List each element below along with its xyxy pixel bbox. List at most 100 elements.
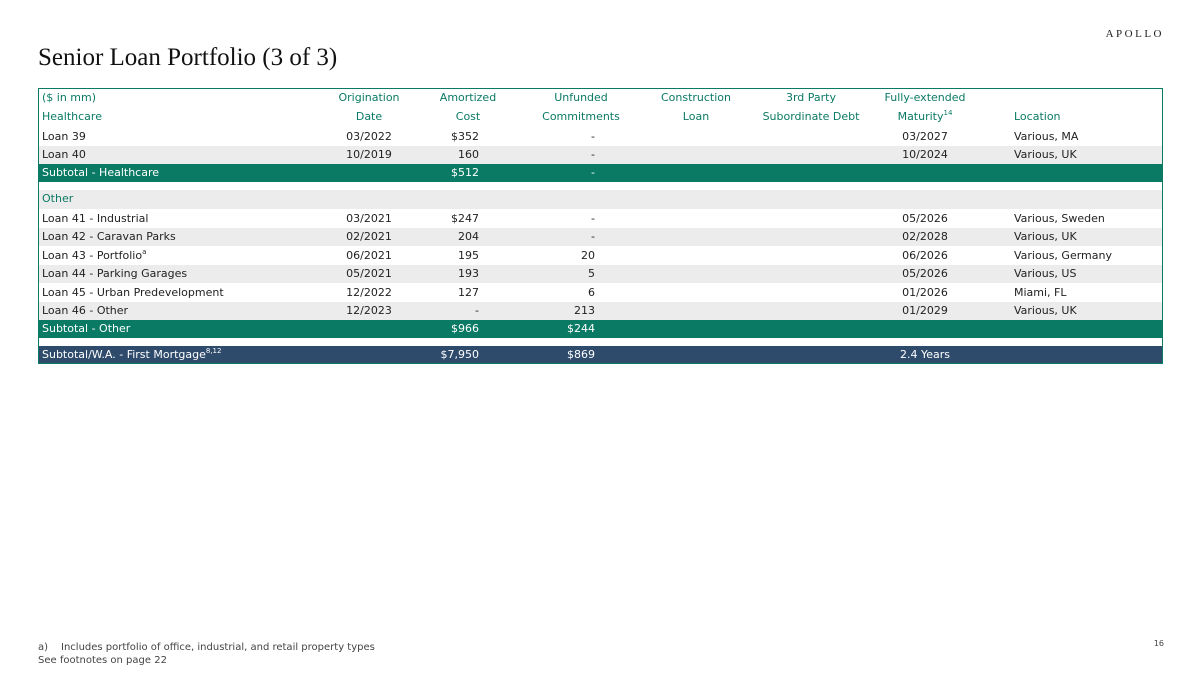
cell-text: 01/2026 [902, 285, 948, 299]
page-number: 16 [1153, 639, 1164, 648]
cell: 05/2026 [825, 265, 1025, 283]
cell-text: Location [1014, 109, 1061, 123]
cell: Various, UK [1014, 228, 1077, 246]
cell: Other [42, 190, 73, 208]
cell: - [591, 228, 595, 246]
cell-text: 05/2021 [346, 267, 392, 280]
cell: Cost [368, 108, 568, 126]
cell: Various, US [1014, 265, 1076, 283]
cell: 3rd Party [711, 89, 911, 107]
cell-text: Date [355, 109, 383, 123]
cell: Various, UK [1014, 146, 1077, 164]
table: ($ in mm) Origination Amortized Unfunded Con… [38, 88, 1163, 364]
data-row: Loan 39 03/2022 $352 - 03/2027 Various, MA [39, 126, 1162, 146]
cell: Maturity14 [825, 108, 1025, 126]
cell: Subtotal - Healthcare [42, 164, 159, 182]
cell-text: Other [42, 192, 74, 205]
cell: 03/2022 [269, 128, 469, 146]
cell: 02/2028 [825, 228, 1025, 246]
cell: - [591, 128, 595, 146]
cell-text: $869 [567, 348, 595, 361]
cell: Subordinate Debt [711, 108, 911, 126]
cell-text: 195 [458, 248, 479, 262]
cell-text: - [591, 165, 595, 179]
cell-text: - [475, 304, 479, 317]
header-row: ($ in mm) Origination Amortized Unfunded Con… [39, 89, 1162, 108]
cell: 5 [588, 265, 595, 283]
cell: 213 [574, 302, 595, 320]
cell: Origination [269, 89, 469, 107]
cell-text: Loan 39 [42, 129, 86, 143]
cell-text: 193 [458, 267, 479, 280]
cell: Loan 46 - Other [42, 302, 128, 320]
cell-text: $247 [451, 211, 479, 225]
cell-text: 06/2021 [346, 248, 392, 262]
cell-text: 5 [588, 267, 595, 280]
cell-text: 6 [588, 285, 595, 299]
cell-text: 3rd Party [785, 91, 837, 104]
cell-text: Loan [682, 109, 710, 123]
header-row: Date Cost Commitments Loan Subordinate Debt M… [39, 107, 1162, 127]
cell: 12/2023 [269, 302, 469, 320]
cell-text: $966 [451, 321, 479, 335]
cell-text: Loan 43 - Portfolio [42, 248, 143, 262]
cell-text: - [591, 211, 595, 225]
cell-text: 160 [458, 148, 479, 161]
cell: Loan 44 - Parking Garages [42, 265, 187, 283]
cell-text: $352 [451, 129, 479, 143]
data-row: Loan 41 - Industrial 03/2021 $247 - 05/2026 V… [39, 208, 1162, 228]
cell: $869 [567, 346, 595, 363]
title: Senior Loan Portfolio (3 of 3) [38, 44, 338, 71]
cell-text: Various, UK [1014, 148, 1077, 161]
cell: - [591, 210, 595, 228]
cell: 20 [581, 247, 595, 265]
cell-text: Subtotal - Other [42, 321, 131, 335]
cell: 05/2026 [825, 210, 1025, 228]
cell: - [475, 302, 479, 320]
cell-text: 2.4 Years [899, 348, 950, 361]
cell: 195 [458, 247, 479, 265]
cell: $7,950 [440, 346, 480, 363]
cell-text: 05/2026 [902, 267, 948, 280]
superscript: 8,12 [205, 347, 222, 355]
logo: APOLLO [1105, 28, 1164, 40]
cell: Commitments [481, 108, 681, 126]
cell: Subtotal/W.A. - First Mortgage8,12 [42, 346, 222, 363]
cell-text: Loan 40 [42, 148, 86, 161]
cell: 160 [458, 146, 479, 164]
cell: Construction [596, 89, 796, 107]
cell-text: 127 [458, 285, 479, 299]
cell: Loan [596, 108, 796, 126]
cell-text: 05/2026 [902, 211, 948, 225]
cell: Various, MA [1014, 128, 1078, 146]
data-row: Loan 46 - Other 12/2023 - 213 01/2029 Various… [39, 301, 1162, 320]
cell-text: 10/2019 [346, 148, 392, 161]
cell: 10/2024 [825, 146, 1025, 164]
cell: Miami, FL [1014, 284, 1067, 302]
subtotal-row: Subtotal - Other $966 $244 [39, 319, 1162, 338]
cell: 05/2021 [269, 265, 469, 283]
cell-text: Unfunded [554, 91, 608, 104]
data-row: Loan 45 - Urban Predevelopment 12/2022 127… [39, 282, 1162, 302]
cell-text: - [591, 129, 595, 143]
cell: 06/2021 [269, 247, 469, 265]
cell: $244 [567, 320, 595, 338]
data-row: Loan 42 - Caravan Parks 02/2021 204 - 02/202… [39, 227, 1162, 246]
cell-text: Origination [338, 91, 400, 104]
cell-text: Construction [660, 91, 732, 104]
cell-text: 06/2026 [902, 248, 948, 262]
cell-text: 204 [458, 230, 479, 243]
cell-text: Various, MA [1014, 129, 1079, 143]
cell: Loan 45 - Urban Predevelopment [42, 284, 224, 302]
cell-text: $7,950 [440, 348, 480, 361]
cell-text: Amortized [439, 91, 497, 104]
cell: 02/2021 [269, 228, 469, 246]
cell-text: Various, UK [1014, 304, 1077, 317]
cell: Various, Sweden [1014, 210, 1105, 228]
cell-text: 02/2028 [902, 230, 948, 243]
cell-text: 03/2022 [346, 129, 392, 143]
cell: - [591, 164, 595, 182]
cell: Subtotal - Other [42, 320, 130, 338]
cell: Unfunded [481, 89, 681, 107]
cell: Fully-extended [825, 89, 1025, 107]
